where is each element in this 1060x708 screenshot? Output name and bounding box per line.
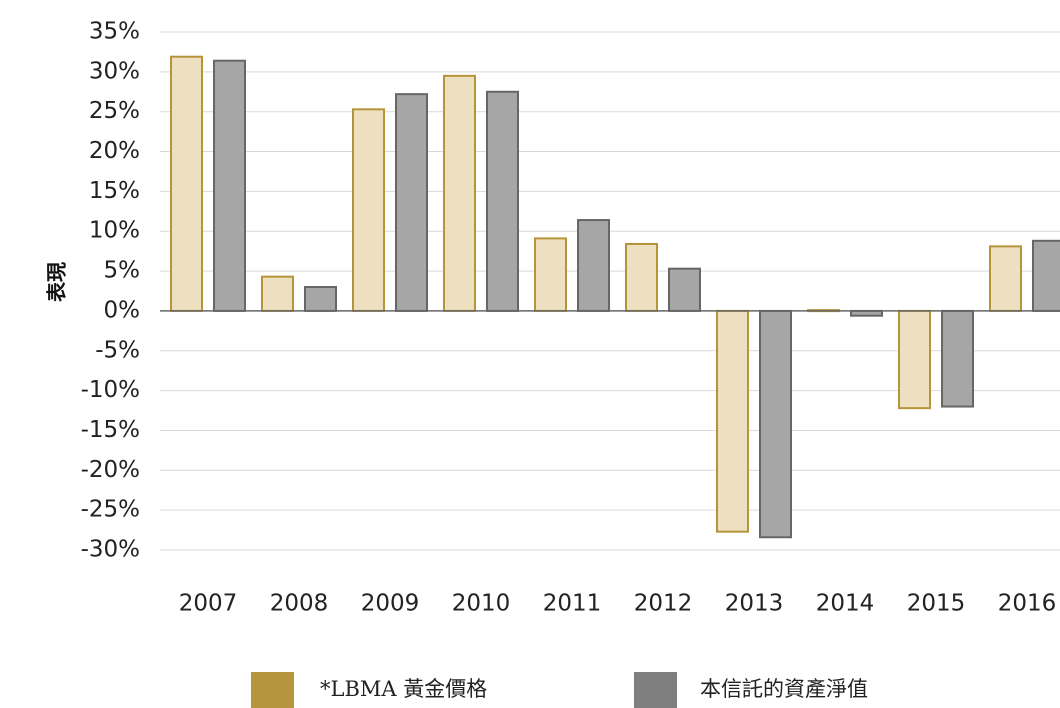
bar-trust-nav-2013 (759, 309, 792, 539)
bar-trust-nav-2015 (941, 309, 974, 408)
x-tick-label: 2008 (270, 591, 329, 617)
x-tick-label: 2012 (634, 591, 693, 617)
bar-trust-nav-2011 (577, 219, 610, 312)
x-tick-label: 2009 (361, 591, 420, 617)
bar-trust-nav-2007 (213, 59, 246, 312)
bar-gold-price-2007 (170, 55, 203, 312)
bar-gold-price-2009 (352, 108, 385, 312)
y-tick-label: 15% (89, 178, 140, 204)
y-tick-label: 35% (89, 19, 140, 45)
bar-gold-price-2008 (261, 275, 294, 312)
y-tick-label: 20% (89, 138, 140, 164)
legend-swatch (251, 672, 294, 708)
bar-gold-price-2015 (898, 309, 931, 410)
y-axis-tick-labels: 35% 30% 25% 20% 15% 10% 5% 0% -5% -10% -15% -20% -25… (81, 19, 140, 563)
bar-gold-price-2010 (443, 74, 476, 312)
y-tick-label: -10% (81, 377, 140, 403)
x-tick-label: 2016 (998, 591, 1057, 617)
y-tick-label: -15% (81, 417, 140, 443)
y-tick-label: -25% (81, 497, 140, 523)
y-tick-label: 5% (104, 258, 141, 284)
y-tick-label: 25% (89, 98, 140, 124)
x-tick-label: 2011 (543, 591, 602, 617)
legend-swatch (634, 672, 677, 708)
x-axis-tick-labels: 2007 2008 2009 2010 2011 2012 2013 2014 2015 2016 (179, 591, 1057, 617)
bar-trust-nav-2012 (668, 267, 701, 312)
y-tick-label: -5% (95, 337, 140, 363)
x-tick-label: 2007 (179, 591, 238, 617)
x-tick-label: 2010 (452, 591, 511, 617)
x-tick-label: 2014 (816, 591, 875, 617)
y-tick-label: 30% (89, 58, 140, 84)
legend-label: *LBMA 黃金價格 (320, 677, 487, 701)
y-tick-label: 0% (104, 297, 141, 323)
bars (170, 55, 1060, 539)
x-tick-label: 2013 (725, 591, 784, 617)
bar-gold-price-2016 (989, 245, 1022, 312)
bar-trust-nav-2016 (1032, 239, 1060, 312)
bar-gold-price-2012 (625, 242, 658, 312)
legend: *LBMA 黃金價格 本信託的資產淨值 (251, 672, 868, 708)
bar-trust-nav-2009 (395, 93, 428, 312)
x-tick-label: 2015 (907, 591, 966, 617)
bar-gold-price-2011 (534, 237, 567, 312)
bar-trust-nav-2010 (486, 90, 519, 312)
y-tick-label: -30% (81, 537, 140, 563)
y-tick-label: -20% (81, 457, 140, 483)
y-axis-label: 表現 (45, 262, 69, 302)
bar-trust-nav-2008 (304, 286, 337, 312)
legend-label: 本信託的資產淨值 (700, 677, 868, 701)
y-tick-label: 10% (89, 218, 140, 244)
bar-gold-price-2013 (716, 309, 749, 533)
